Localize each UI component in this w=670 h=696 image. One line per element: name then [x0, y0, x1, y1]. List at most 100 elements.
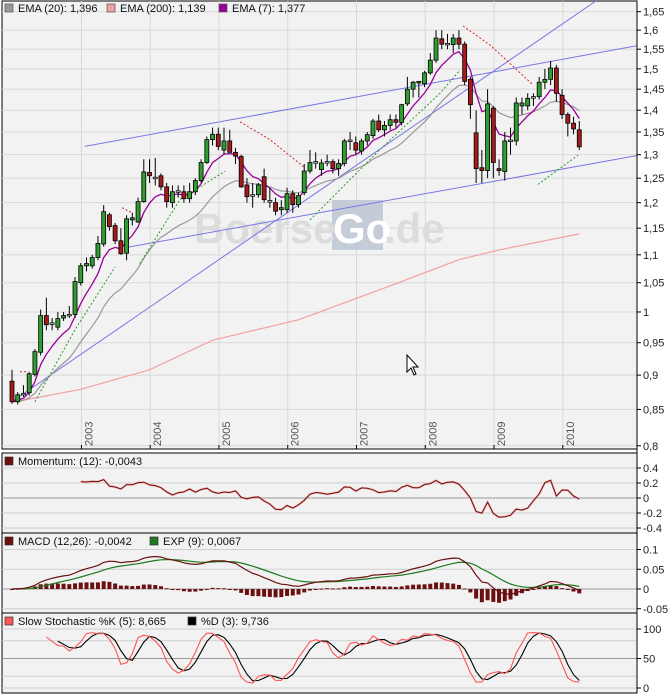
legend-swatch: [4, 536, 14, 546]
macd-histogram-bar: [548, 585, 553, 589]
trendline[interactable]: [84, 45, 637, 147]
macd-histogram-bar: [479, 589, 484, 603]
macd-histogram-bar: [158, 586, 163, 589]
x-tick-label-year: 2003: [83, 422, 95, 446]
y-tick-label: 1,15: [643, 223, 664, 235]
candle: [393, 114, 399, 128]
candle: [9, 369, 15, 404]
macd-histogram-bar: [399, 586, 404, 589]
candle-body: [467, 78, 473, 106]
candle: [135, 197, 141, 223]
candle: [15, 392, 21, 405]
x-tick-label-year: 2005: [221, 422, 233, 446]
candle-body: [519, 102, 525, 107]
stochastic-plot: [46, 632, 580, 684]
y-tick-label: 0,95: [643, 338, 664, 350]
candle-body: [101, 211, 107, 245]
candle-body: [508, 139, 513, 142]
candle-body: [531, 96, 536, 99]
macd-histogram-bar: [428, 583, 433, 589]
trendline[interactable]: [14, 0, 597, 401]
macd-histogram-bar: [451, 583, 456, 589]
candle: [307, 150, 313, 174]
macd-histogram-bar: [187, 589, 192, 592]
macd-histogram-bar: [319, 588, 324, 590]
candle-body: [513, 102, 519, 142]
ema200-line: [11, 233, 580, 403]
candle-body: [89, 257, 95, 267]
legend-label: MACD (12,26): -0,0042: [18, 536, 132, 548]
macd-histogram-bar: [393, 586, 398, 589]
candle-body: [38, 315, 44, 353]
x-tick-label-year: 2008: [427, 422, 439, 446]
candle-body: [290, 193, 296, 206]
candle-body: [404, 88, 410, 105]
macd-histogram-bar: [456, 584, 461, 589]
macd-histogram-bar: [531, 589, 536, 590]
macd-histogram-bar: [176, 589, 181, 591]
y-tick-label: 1,2: [643, 198, 658, 210]
momentum-line: [80, 479, 580, 518]
candle: [118, 228, 124, 255]
macd-histogram-bar: [10, 589, 14, 590]
trendline[interactable]: [124, 155, 637, 249]
macd-histogram-bar: [468, 589, 473, 593]
candle: [450, 33, 456, 54]
macd-histogram-bar: [256, 589, 261, 597]
macd-histogram-bar: [422, 584, 427, 589]
legend-label: EXP (9): 0,0067: [163, 536, 241, 548]
candle: [250, 182, 256, 208]
candle: [336, 159, 342, 176]
macd-histogram-bar: [147, 584, 152, 589]
candle-body: [347, 139, 353, 142]
candle: [485, 89, 490, 179]
candle: [112, 222, 118, 245]
macd-histogram-bar: [267, 589, 272, 597]
candle: [147, 159, 152, 183]
candle: [278, 200, 284, 216]
macd-histogram-bar: [359, 586, 364, 589]
candle-body: [382, 124, 387, 131]
candle: [513, 97, 519, 146]
candle-body: [198, 162, 204, 181]
candle-body: [439, 38, 445, 45]
candle: [129, 212, 135, 226]
macd-histogram-bar: [199, 589, 204, 591]
candle: [89, 254, 95, 269]
candle: [227, 129, 233, 153]
candle: [210, 127, 215, 146]
y-tick-label: 1,25: [643, 173, 664, 185]
y-tick-label: -0.05: [643, 604, 668, 616]
candle: [519, 97, 525, 115]
candle: [330, 159, 336, 174]
macd-histogram-bar: [95, 582, 100, 589]
y-tick-label: 0,85: [643, 404, 664, 416]
x-tick-label-year: 2009: [496, 422, 508, 446]
candle-body: [43, 315, 49, 326]
candle-body: [548, 67, 554, 80]
candle-body: [490, 107, 496, 163]
candle-body: [55, 318, 61, 328]
trailing-stop-short: [239, 121, 306, 169]
candle: [301, 163, 307, 196]
candle-body: [456, 37, 462, 45]
candle: [399, 103, 405, 126]
macd-histogram-bar: [342, 587, 347, 589]
macd-histogram-bar: [336, 588, 341, 590]
candle-body: [152, 176, 158, 180]
trailing-stop-long: [34, 266, 116, 402]
macd-histogram-bar: [302, 589, 307, 593]
candle: [21, 385, 26, 397]
macd-histogram-bar: [296, 589, 301, 595]
candle: [72, 277, 78, 318]
macd-histogram-bar: [210, 587, 215, 589]
candle: [101, 205, 107, 247]
candle: [525, 93, 531, 111]
candle: [576, 121, 582, 151]
macd-histogram-bar: [382, 586, 387, 589]
candle: [107, 212, 112, 231]
y-tick-label: -0.2: [643, 508, 662, 520]
candle-body: [376, 120, 382, 131]
macd-histogram-bar: [542, 586, 547, 589]
candle-body: [21, 393, 26, 396]
